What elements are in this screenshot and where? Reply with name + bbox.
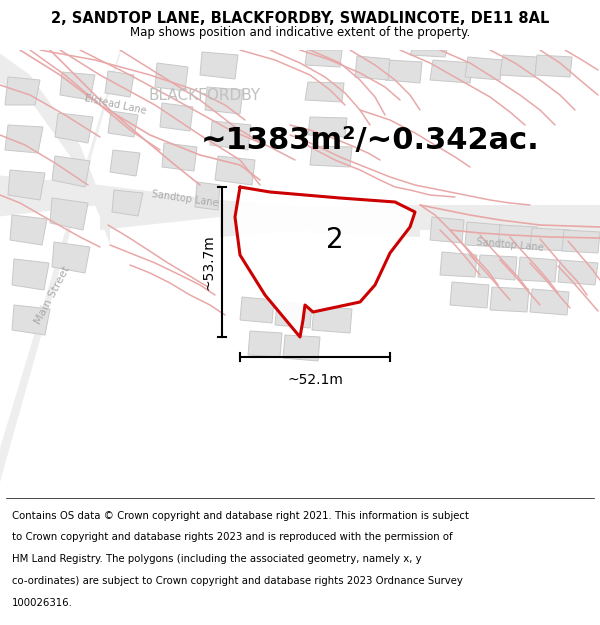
Polygon shape	[518, 257, 557, 282]
Polygon shape	[235, 187, 415, 337]
Text: Sandtop Lane: Sandtop Lane	[151, 189, 219, 209]
Polygon shape	[308, 117, 347, 137]
Polygon shape	[310, 146, 352, 167]
Polygon shape	[305, 50, 342, 67]
Polygon shape	[80, 145, 100, 217]
Polygon shape	[215, 156, 255, 185]
Polygon shape	[50, 198, 88, 230]
Polygon shape	[55, 113, 93, 143]
Text: Sandtop Lane: Sandtop Lane	[476, 237, 544, 253]
Polygon shape	[450, 282, 489, 308]
Polygon shape	[155, 63, 188, 91]
Text: ~52.1m: ~52.1m	[287, 373, 343, 387]
Polygon shape	[10, 215, 47, 245]
Polygon shape	[162, 143, 197, 171]
Polygon shape	[112, 190, 143, 216]
Polygon shape	[105, 71, 134, 97]
Text: Contains OS data © Crown copyright and database right 2021. This information is : Contains OS data © Crown copyright and d…	[12, 511, 469, 521]
Polygon shape	[283, 335, 320, 361]
Polygon shape	[210, 121, 251, 150]
Polygon shape	[5, 125, 43, 153]
Polygon shape	[312, 306, 352, 333]
Polygon shape	[205, 87, 243, 114]
Polygon shape	[530, 228, 570, 251]
Polygon shape	[195, 182, 220, 210]
Polygon shape	[52, 242, 90, 273]
Text: HM Land Registry. The polygons (including the associated geometry, namely x, y: HM Land Registry. The polygons (includin…	[12, 554, 422, 564]
Text: co-ordinates) are subject to Crown copyright and database rights 2023 Ordnance S: co-ordinates) are subject to Crown copyr…	[12, 576, 463, 586]
Polygon shape	[240, 297, 274, 323]
Polygon shape	[160, 103, 193, 131]
Polygon shape	[305, 82, 344, 102]
Polygon shape	[275, 302, 312, 328]
Polygon shape	[420, 205, 600, 233]
Polygon shape	[8, 170, 45, 200]
Polygon shape	[220, 200, 310, 237]
Polygon shape	[100, 195, 110, 245]
Text: 100026316.: 100026316.	[12, 598, 73, 608]
Polygon shape	[478, 255, 517, 280]
Text: BLACKFORDBY: BLACKFORDBY	[149, 88, 261, 103]
Polygon shape	[52, 156, 90, 187]
Polygon shape	[100, 185, 220, 230]
Polygon shape	[60, 72, 95, 100]
Text: Elstead Lane: Elstead Lane	[83, 94, 147, 116]
Polygon shape	[465, 222, 502, 247]
Text: Map shows position and indicative extent of the property.: Map shows position and indicative extent…	[130, 26, 470, 39]
Polygon shape	[430, 217, 464, 243]
Polygon shape	[355, 56, 390, 80]
Polygon shape	[558, 260, 598, 285]
Polygon shape	[535, 55, 572, 77]
Polygon shape	[440, 252, 477, 277]
Polygon shape	[310, 205, 420, 237]
Polygon shape	[5, 77, 40, 105]
Text: ~1383m²/~0.342ac.: ~1383m²/~0.342ac.	[200, 126, 539, 154]
Polygon shape	[498, 225, 537, 249]
Polygon shape	[108, 111, 138, 137]
Polygon shape	[530, 289, 569, 315]
Polygon shape	[12, 305, 50, 335]
Polygon shape	[110, 150, 140, 176]
Polygon shape	[562, 230, 600, 253]
Polygon shape	[248, 331, 282, 357]
Polygon shape	[500, 55, 537, 77]
Polygon shape	[430, 60, 473, 83]
Polygon shape	[410, 50, 447, 57]
Polygon shape	[12, 259, 49, 290]
Polygon shape	[385, 60, 422, 83]
Text: 2, SANDTOP LANE, BLACKFORDBY, SWADLINCOTE, DE11 8AL: 2, SANDTOP LANE, BLACKFORDBY, SWADLINCOT…	[51, 11, 549, 26]
Polygon shape	[0, 175, 100, 217]
Polygon shape	[0, 50, 30, 100]
Polygon shape	[490, 287, 529, 312]
Polygon shape	[465, 57, 503, 80]
Text: ~53.7m: ~53.7m	[202, 234, 216, 290]
Polygon shape	[30, 75, 80, 170]
Text: to Crown copyright and database rights 2023 and is reproduced with the permissio: to Crown copyright and database rights 2…	[12, 532, 452, 542]
Text: 2: 2	[326, 226, 344, 254]
Text: Main Street: Main Street	[32, 264, 71, 326]
Polygon shape	[200, 52, 238, 79]
